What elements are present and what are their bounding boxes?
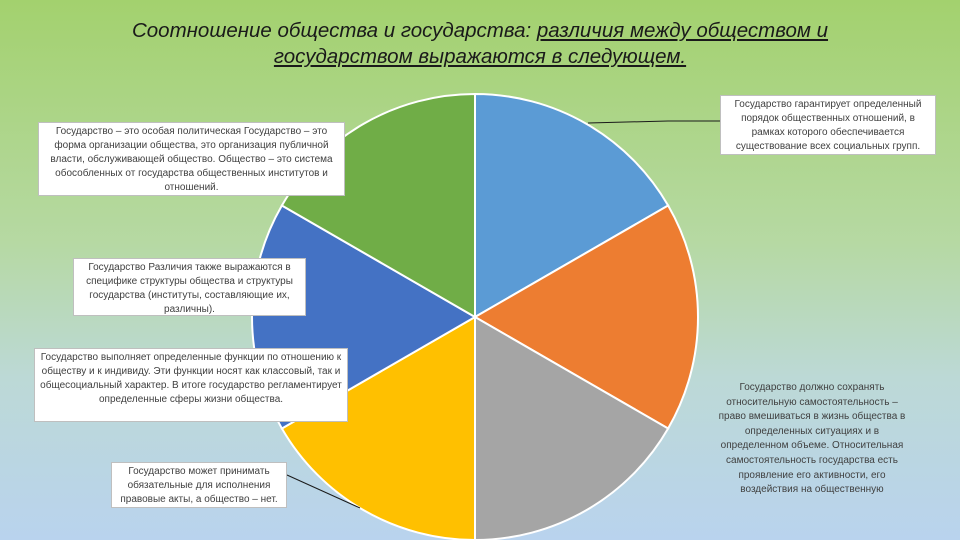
title-line1-a: Соотношение общества и государства: (131, 19, 537, 42)
pie-slice-lower-left (280, 315, 476, 540)
label-lower-left: Государство выполняет определенные функц… (34, 348, 348, 422)
title-line1-b: различия между обществом и (536, 19, 829, 42)
label-bottom-right: Государство должно сохранять относительн… (718, 382, 906, 496)
pie-slice-top-right (474, 92, 670, 319)
leader-line-bottom-left (286, 474, 361, 509)
label-bottom-left: Государство может принимать обязательные… (111, 462, 287, 508)
label-top-left: Государство – это особая политическая Го… (38, 122, 345, 196)
pie-slice-bottom-right (473, 204, 699, 430)
pie-slice-bottom-left (474, 315, 670, 540)
label-mid-left: Государство Различия также выражаются в … (73, 258, 306, 316)
title-line2: государством выражаются в следующем. (273, 45, 687, 68)
slide-title: Соотношение общества и государства: разл… (95, 18, 865, 70)
label-top-right: Государство гарантирует определенный пор… (720, 95, 936, 155)
leader-line-top-right (587, 120, 720, 124)
